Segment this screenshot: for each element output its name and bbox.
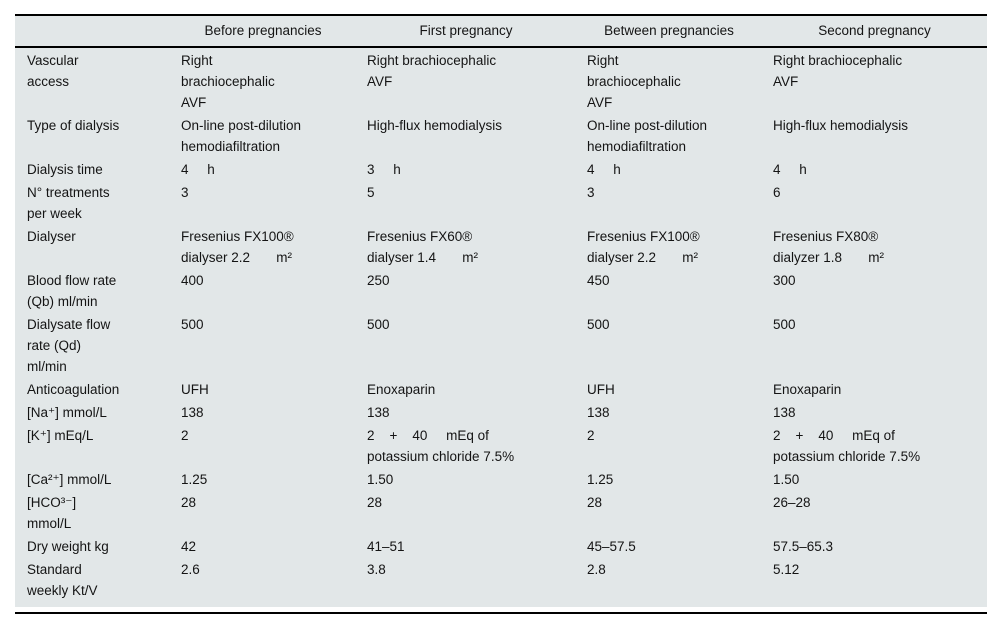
table-cell: 26–28 xyxy=(773,495,811,510)
table-bottom-rule xyxy=(15,612,987,614)
table-cell: UFH xyxy=(181,382,209,397)
table-row-dialysis-time: Dialysis time 4 h 3 h 4 h 4 h xyxy=(15,159,987,182)
table-cell: 2.6 xyxy=(181,562,200,577)
column-header-second-pregnancy: Second pregnancy xyxy=(762,15,987,48)
table-cell: 2.8 xyxy=(587,562,606,577)
table-cell: UFH xyxy=(587,382,615,397)
table-cell: Fresenius FX60® dialyser 1.4 m² xyxy=(367,229,479,265)
table-cell: 2 xyxy=(587,428,595,443)
row-label: Type of dialysis xyxy=(27,118,120,133)
table-row-blood-flow-rate: Blood flow rate (Qb) ml/min 400 250 450 … xyxy=(15,270,987,314)
row-label: Blood flow rate (Qb) ml/min xyxy=(27,273,117,309)
table-cell: 138 xyxy=(181,405,204,420)
table-cell: 300 xyxy=(773,273,796,288)
table-row-bicarbonate: [HCO³⁻] mmol/L 28 28 28 26–28 xyxy=(15,492,987,536)
table-cell: 400 xyxy=(181,273,204,288)
table-cell: 138 xyxy=(367,405,390,420)
row-label: Dialyser xyxy=(27,229,76,244)
table-cell: 500 xyxy=(773,317,796,332)
table-row-weekly-ktv: Standard weekly Kt/V 2.6 3.8 2.8 5.12 xyxy=(15,559,987,607)
table-cell: 41–51 xyxy=(367,539,405,554)
table-cell: 500 xyxy=(181,317,204,332)
row-label: Dry weight kg xyxy=(27,539,109,554)
table-cell: Right brachiocephalic AVF xyxy=(181,53,275,110)
table-cell: 3.8 xyxy=(367,562,386,577)
row-label: [K⁺] mEq/L xyxy=(27,428,94,443)
table-cell: Right brachiocephalic AVF xyxy=(367,53,497,89)
table-cell: 5 xyxy=(367,185,375,200)
table-row-dialyser: Dialyser Fresenius FX100® dialyser 2.2 m… xyxy=(15,226,987,270)
table-row-sodium: [Na⁺] mmol/L 138 138 138 138 xyxy=(15,402,987,425)
table-row-vascular-access: Vascular access Right brachiocephalic AV… xyxy=(15,47,987,115)
table-row-potassium: [K⁺] mEq/L 2 2 + 40 mEq of potassium chl… xyxy=(15,425,987,469)
row-label: [Ca²⁺] mmol/L xyxy=(27,472,112,487)
table-cell: 138 xyxy=(773,405,796,420)
table-cell: 1.50 xyxy=(773,472,800,487)
table-cell: Enoxaparin xyxy=(773,382,842,397)
table-cell: 500 xyxy=(587,317,610,332)
table-cell: 450 xyxy=(587,273,610,288)
table-cell: Fresenius FX100® dialyser 2.2 m² xyxy=(587,229,700,265)
table-cell: 2 xyxy=(181,428,189,443)
row-label: Anticoagulation xyxy=(27,382,120,397)
table-cell: 2 + 40 mEq of potassium chloride 7.5% xyxy=(773,428,921,464)
row-label: N° treatments per week xyxy=(27,185,110,221)
table-row-type-of-dialysis: Type of dialysis On-line post-dilution h… xyxy=(15,115,987,159)
table-cell: 5.12 xyxy=(773,562,800,577)
table-cell: 57.5–65.3 xyxy=(773,539,834,554)
table-cell: Enoxaparin xyxy=(367,382,436,397)
table-cell: 1.50 xyxy=(367,472,394,487)
table-row-calcium: [Ca²⁺] mmol/L 1.25 1.50 1.25 1.50 xyxy=(15,469,987,492)
table-cell: Right brachiocephalic AVF xyxy=(587,53,681,110)
table-cell: 4 h xyxy=(587,162,621,177)
table-cell: 500 xyxy=(367,317,390,332)
table-cell: On-line post-dilution hemodiafiltration xyxy=(587,118,708,154)
table-cell: 45–57.5 xyxy=(587,539,636,554)
table-cell: High-flux hemodialysis xyxy=(367,118,503,133)
row-label: Vascular access xyxy=(27,53,79,89)
table-cell: 28 xyxy=(367,495,383,510)
table-row-treatments-per-week: N° treatments per week 3 5 3 6 xyxy=(15,182,987,226)
table-cell: 28 xyxy=(587,495,603,510)
row-label: [Na⁺] mmol/L xyxy=(27,405,107,420)
table-cell: On-line post-dilution hemodiafiltration xyxy=(181,118,302,154)
table-cell: 42 xyxy=(181,539,197,554)
table-row-anticoagulation: Anticoagulation UFH Enoxaparin UFH Enoxa… xyxy=(15,379,987,402)
table-row-dialysate-flow-rate: Dialysate flow rate (Qd) ml/min 500 500 … xyxy=(15,314,987,379)
row-label: [HCO³⁻] mmol/L xyxy=(27,495,77,531)
table-cell: 138 xyxy=(587,405,610,420)
dialysis-parameters-table: Before pregnancies First pregnancy Betwe… xyxy=(15,14,987,607)
table-cell: 3 h xyxy=(367,162,401,177)
row-label: Dialysis time xyxy=(27,162,103,177)
row-label: Dialysate flow rate (Qd) ml/min xyxy=(27,317,111,374)
table-figure: Before pregnancies First pregnancy Betwe… xyxy=(15,14,987,614)
table-cell: Right brachiocephalic AVF xyxy=(773,53,903,89)
table-cell: 4 h xyxy=(773,162,807,177)
column-header-between-pregnancies: Between pregnancies xyxy=(576,15,762,48)
table-cell: 6 xyxy=(773,185,781,200)
table-cell: High-flux hemodialysis xyxy=(773,118,909,133)
table-cell: 2 + 40 mEq of potassium chloride 7.5% xyxy=(367,428,515,464)
column-header-before-pregnancies: Before pregnancies xyxy=(170,15,356,48)
column-header-blank xyxy=(15,15,170,48)
table-cell: 28 xyxy=(181,495,197,510)
table-cell: 4 h xyxy=(181,162,215,177)
table-cell: Fresenius FX100® dialyser 2.2 m² xyxy=(181,229,294,265)
table-cell: 1.25 xyxy=(181,472,208,487)
column-header-first-pregnancy: First pregnancy xyxy=(356,15,576,48)
row-label: Standard weekly Kt/V xyxy=(27,562,98,598)
table-row-dry-weight: Dry weight kg 42 41–51 45–57.5 57.5–65.3 xyxy=(15,536,987,559)
table-cell: 1.25 xyxy=(587,472,614,487)
table-cell: 3 xyxy=(587,185,595,200)
table-cell: Fresenius FX80® dialyzer 1.8 m² xyxy=(773,229,885,265)
header-row: Before pregnancies First pregnancy Betwe… xyxy=(15,15,987,48)
table-cell: 3 xyxy=(181,185,189,200)
table-cell: 250 xyxy=(367,273,390,288)
